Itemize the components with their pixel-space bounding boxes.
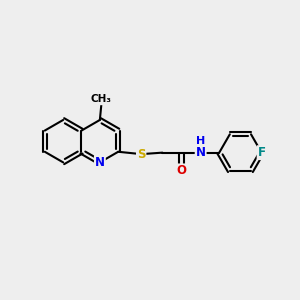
Text: S: S — [137, 148, 146, 160]
Text: O: O — [176, 164, 187, 177]
Text: N: N — [196, 146, 206, 159]
Text: H: H — [196, 136, 205, 146]
Text: CH₃: CH₃ — [91, 94, 112, 104]
Text: N: N — [95, 156, 105, 169]
Text: F: F — [258, 146, 266, 159]
